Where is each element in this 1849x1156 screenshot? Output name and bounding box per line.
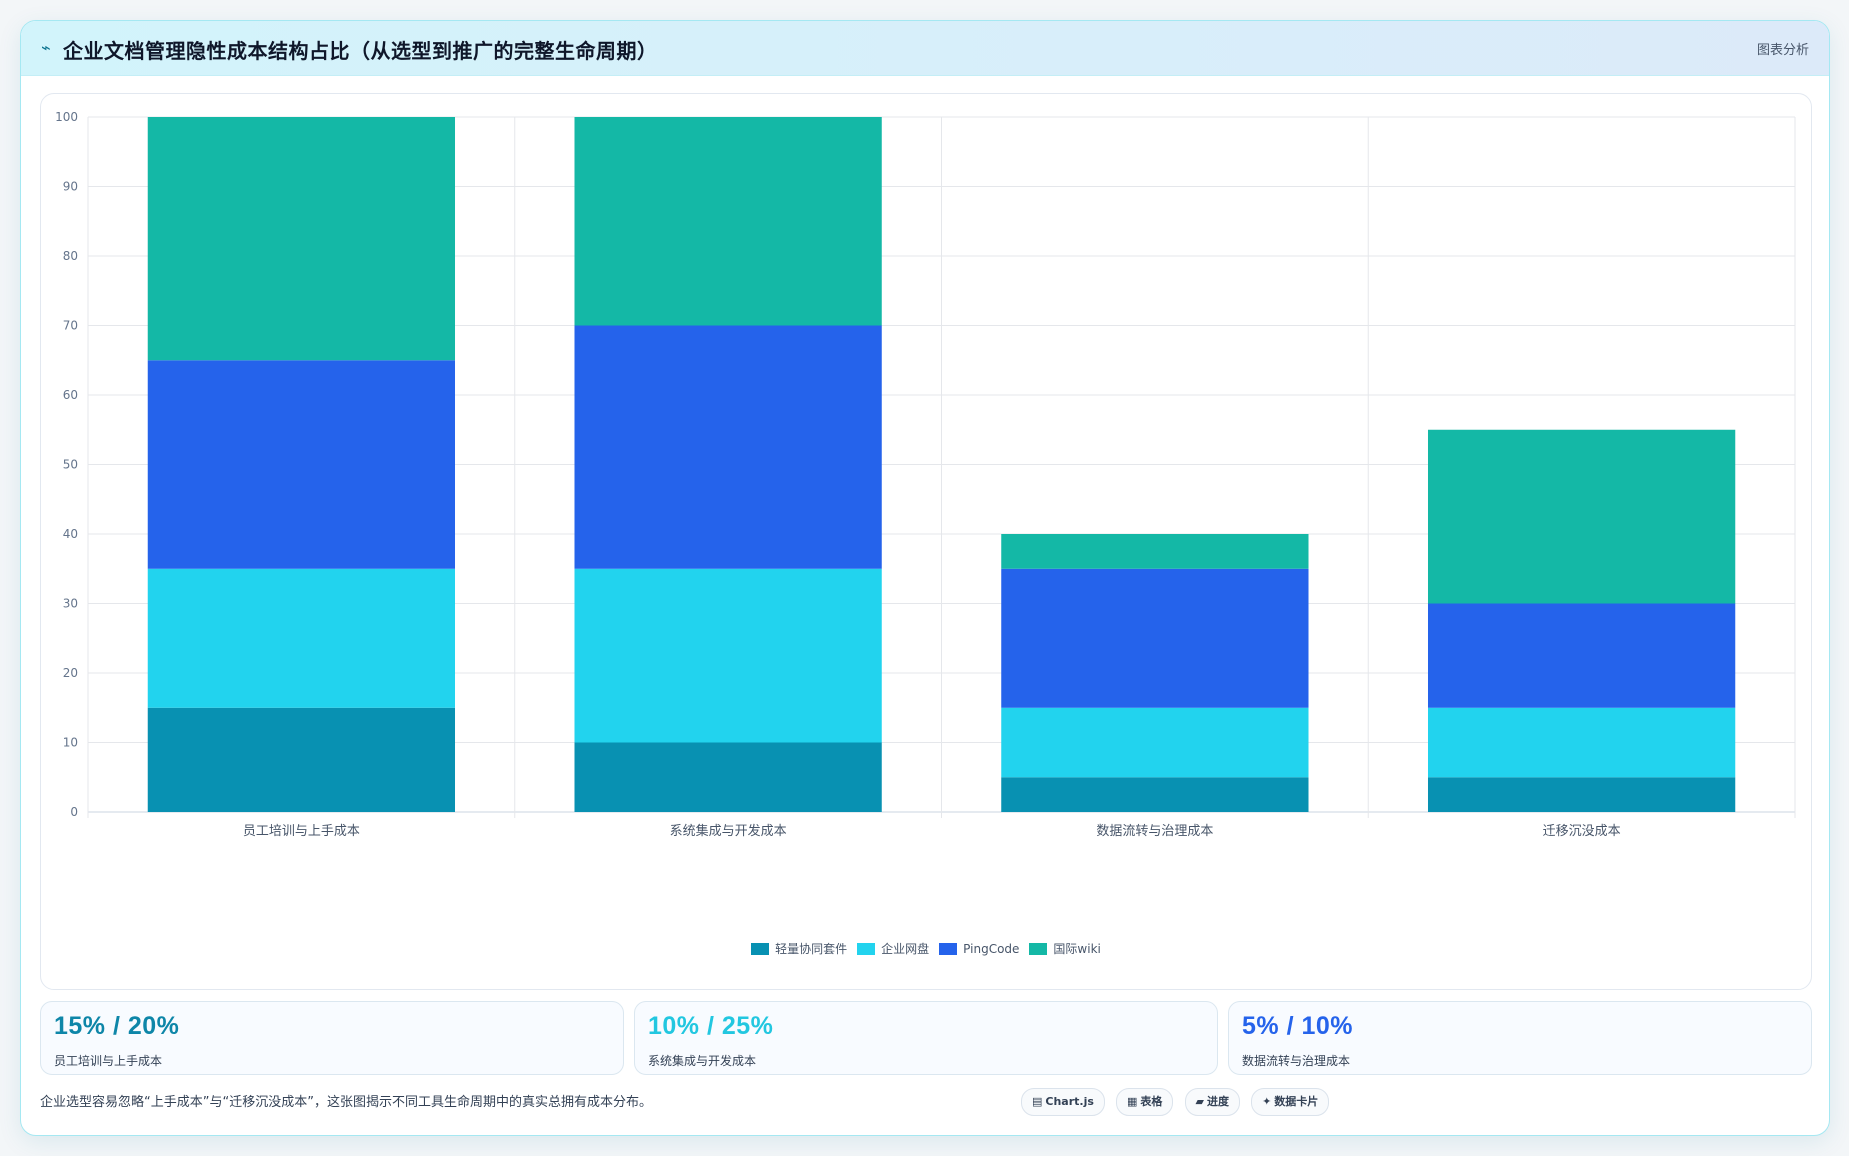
x-tick-label: 员工培训与上手成本 (243, 823, 360, 839)
kpi-value: 10% / 25% (648, 1012, 774, 1040)
kpi-card-governance: 5% / 10% 数据流转与治理成本 (1228, 1001, 1812, 1075)
footnote: 企业选型容易忽略“上手成本”与“迁移沉没成本”，这张图揭示不同工具生命周期中的真… (40, 1095, 652, 1110)
chart-line-icon: ⌁ (41, 38, 51, 57)
bar-segment (574, 117, 882, 326)
bar-segment (1001, 534, 1309, 569)
bar-segment (1001, 777, 1309, 812)
bar-segment (1001, 568, 1309, 708)
legend-item[interactable]: 企业网盘 (857, 940, 929, 957)
kpi-value: 15% / 20% (54, 1012, 180, 1040)
panel-header: ⌁ 企业文档管理隐性成本结构占比（从选型到推广的完整生命周期） 图表分析 (21, 21, 1829, 76)
legend-swatch (939, 943, 958, 955)
legend-item[interactable]: 轻量协同套件 (751, 940, 847, 957)
y-tick-label: 100 (55, 110, 78, 124)
y-tick-label: 70 (63, 319, 78, 333)
y-tick-label: 90 (63, 180, 78, 194)
x-tick-label: 系统集成与开发成本 (670, 823, 787, 839)
badge-label: 进度 (1206, 1095, 1229, 1108)
y-tick-label: 10 (63, 736, 78, 750)
kpi-card-training: 15% / 20% 员工培训与上手成本 (40, 1001, 624, 1075)
y-tick-label: 30 (63, 597, 78, 611)
kpi-label: 数据流转与治理成本 (1242, 1054, 1351, 1068)
legend-label: PingCode (963, 942, 1020, 956)
chartjs-badge[interactable]: ▤ Chart.js (1021, 1088, 1105, 1116)
bar-segment (147, 707, 456, 812)
sparkle-icon: ✦ (1262, 1095, 1272, 1108)
legend-item[interactable]: PingCode (939, 942, 1019, 956)
bar-segment (574, 568, 882, 743)
bar-segment (147, 117, 456, 361)
bar-segment (147, 360, 456, 569)
chart-panel: ⌁ 企业文档管理隐性成本结构占比（从选型到推广的完整生命周期） 图表分析 0 10… (20, 20, 1830, 1136)
feature-badges: ▤ Chart.js ▦ 表格 ▰ 进度 ✦ 数据卡片 (1021, 1088, 1335, 1116)
bar-segment (574, 742, 882, 812)
chart-legend: 轻量协同套件 企业网盘 PingCode 国际wiki (41, 940, 1811, 957)
badge-label: 表格 (1140, 1095, 1163, 1108)
x-tick-label: 数据流转与治理成本 (1096, 824, 1213, 839)
y-tick-label: 40 (63, 527, 78, 541)
page-title: 企业文档管理隐性成本结构占比（从选型到推广的完整生命周期） (63, 39, 658, 63)
badge-label: 数据卡片 (1274, 1095, 1319, 1108)
y-tick-label: 60 (63, 388, 78, 402)
x-tick-label: 迁移沉没成本 (1543, 824, 1621, 839)
legend-swatch (751, 943, 770, 955)
kpi-card-integration: 10% / 25% 系统集成与开发成本 (634, 1001, 1218, 1075)
chart-card: 0 10 20 30 40 50 60 70 80 90 100 员工培训与上手成本 系统集成与开发成本… (40, 93, 1812, 990)
progress-badge[interactable]: ▰ 进度 (1184, 1088, 1240, 1116)
kpi-label: 系统集成与开发成本 (648, 1054, 757, 1068)
kpi-label: 员工培训与上手成本 (54, 1054, 163, 1068)
bar-segment (1427, 603, 1736, 708)
bar-segment (574, 325, 882, 569)
bar-segment (1001, 707, 1309, 778)
badge-label: Chart.js (1045, 1095, 1094, 1108)
y-tick-label: 0 (70, 805, 78, 819)
chart-icon: ▤ (1032, 1095, 1043, 1108)
legend-label: 轻量协同套件 (775, 942, 848, 956)
stacked-bar-chart: 0 10 20 30 40 50 60 70 80 90 100 员工培训与上手成本 系统集成与开发成本… (55, 110, 1796, 839)
bar-segment (1427, 777, 1736, 812)
data-card-badge[interactable]: ✦ 数据卡片 (1251, 1088, 1330, 1116)
bar-segment (147, 568, 456, 708)
legend-swatch (857, 943, 876, 955)
legend-label: 国际wiki (1053, 942, 1101, 956)
table-icon: ▦ (1127, 1095, 1138, 1108)
legend-item[interactable]: 国际wiki (1029, 940, 1101, 957)
kpi-value: 5% / 10% (1242, 1012, 1354, 1040)
y-tick-label: 50 (63, 458, 78, 472)
table-badge[interactable]: ▦ 表格 (1116, 1088, 1174, 1116)
progress-icon: ▰ (1195, 1095, 1204, 1108)
bar-segment (1427, 707, 1736, 778)
y-tick-label: 80 (63, 249, 78, 263)
legend-label: 企业网盘 (881, 942, 930, 956)
bar-segment (1427, 429, 1736, 604)
y-tick-label: 20 (63, 666, 78, 680)
legend-swatch (1029, 943, 1048, 955)
chart-analysis-tag[interactable]: 图表分析 (1756, 43, 1809, 58)
